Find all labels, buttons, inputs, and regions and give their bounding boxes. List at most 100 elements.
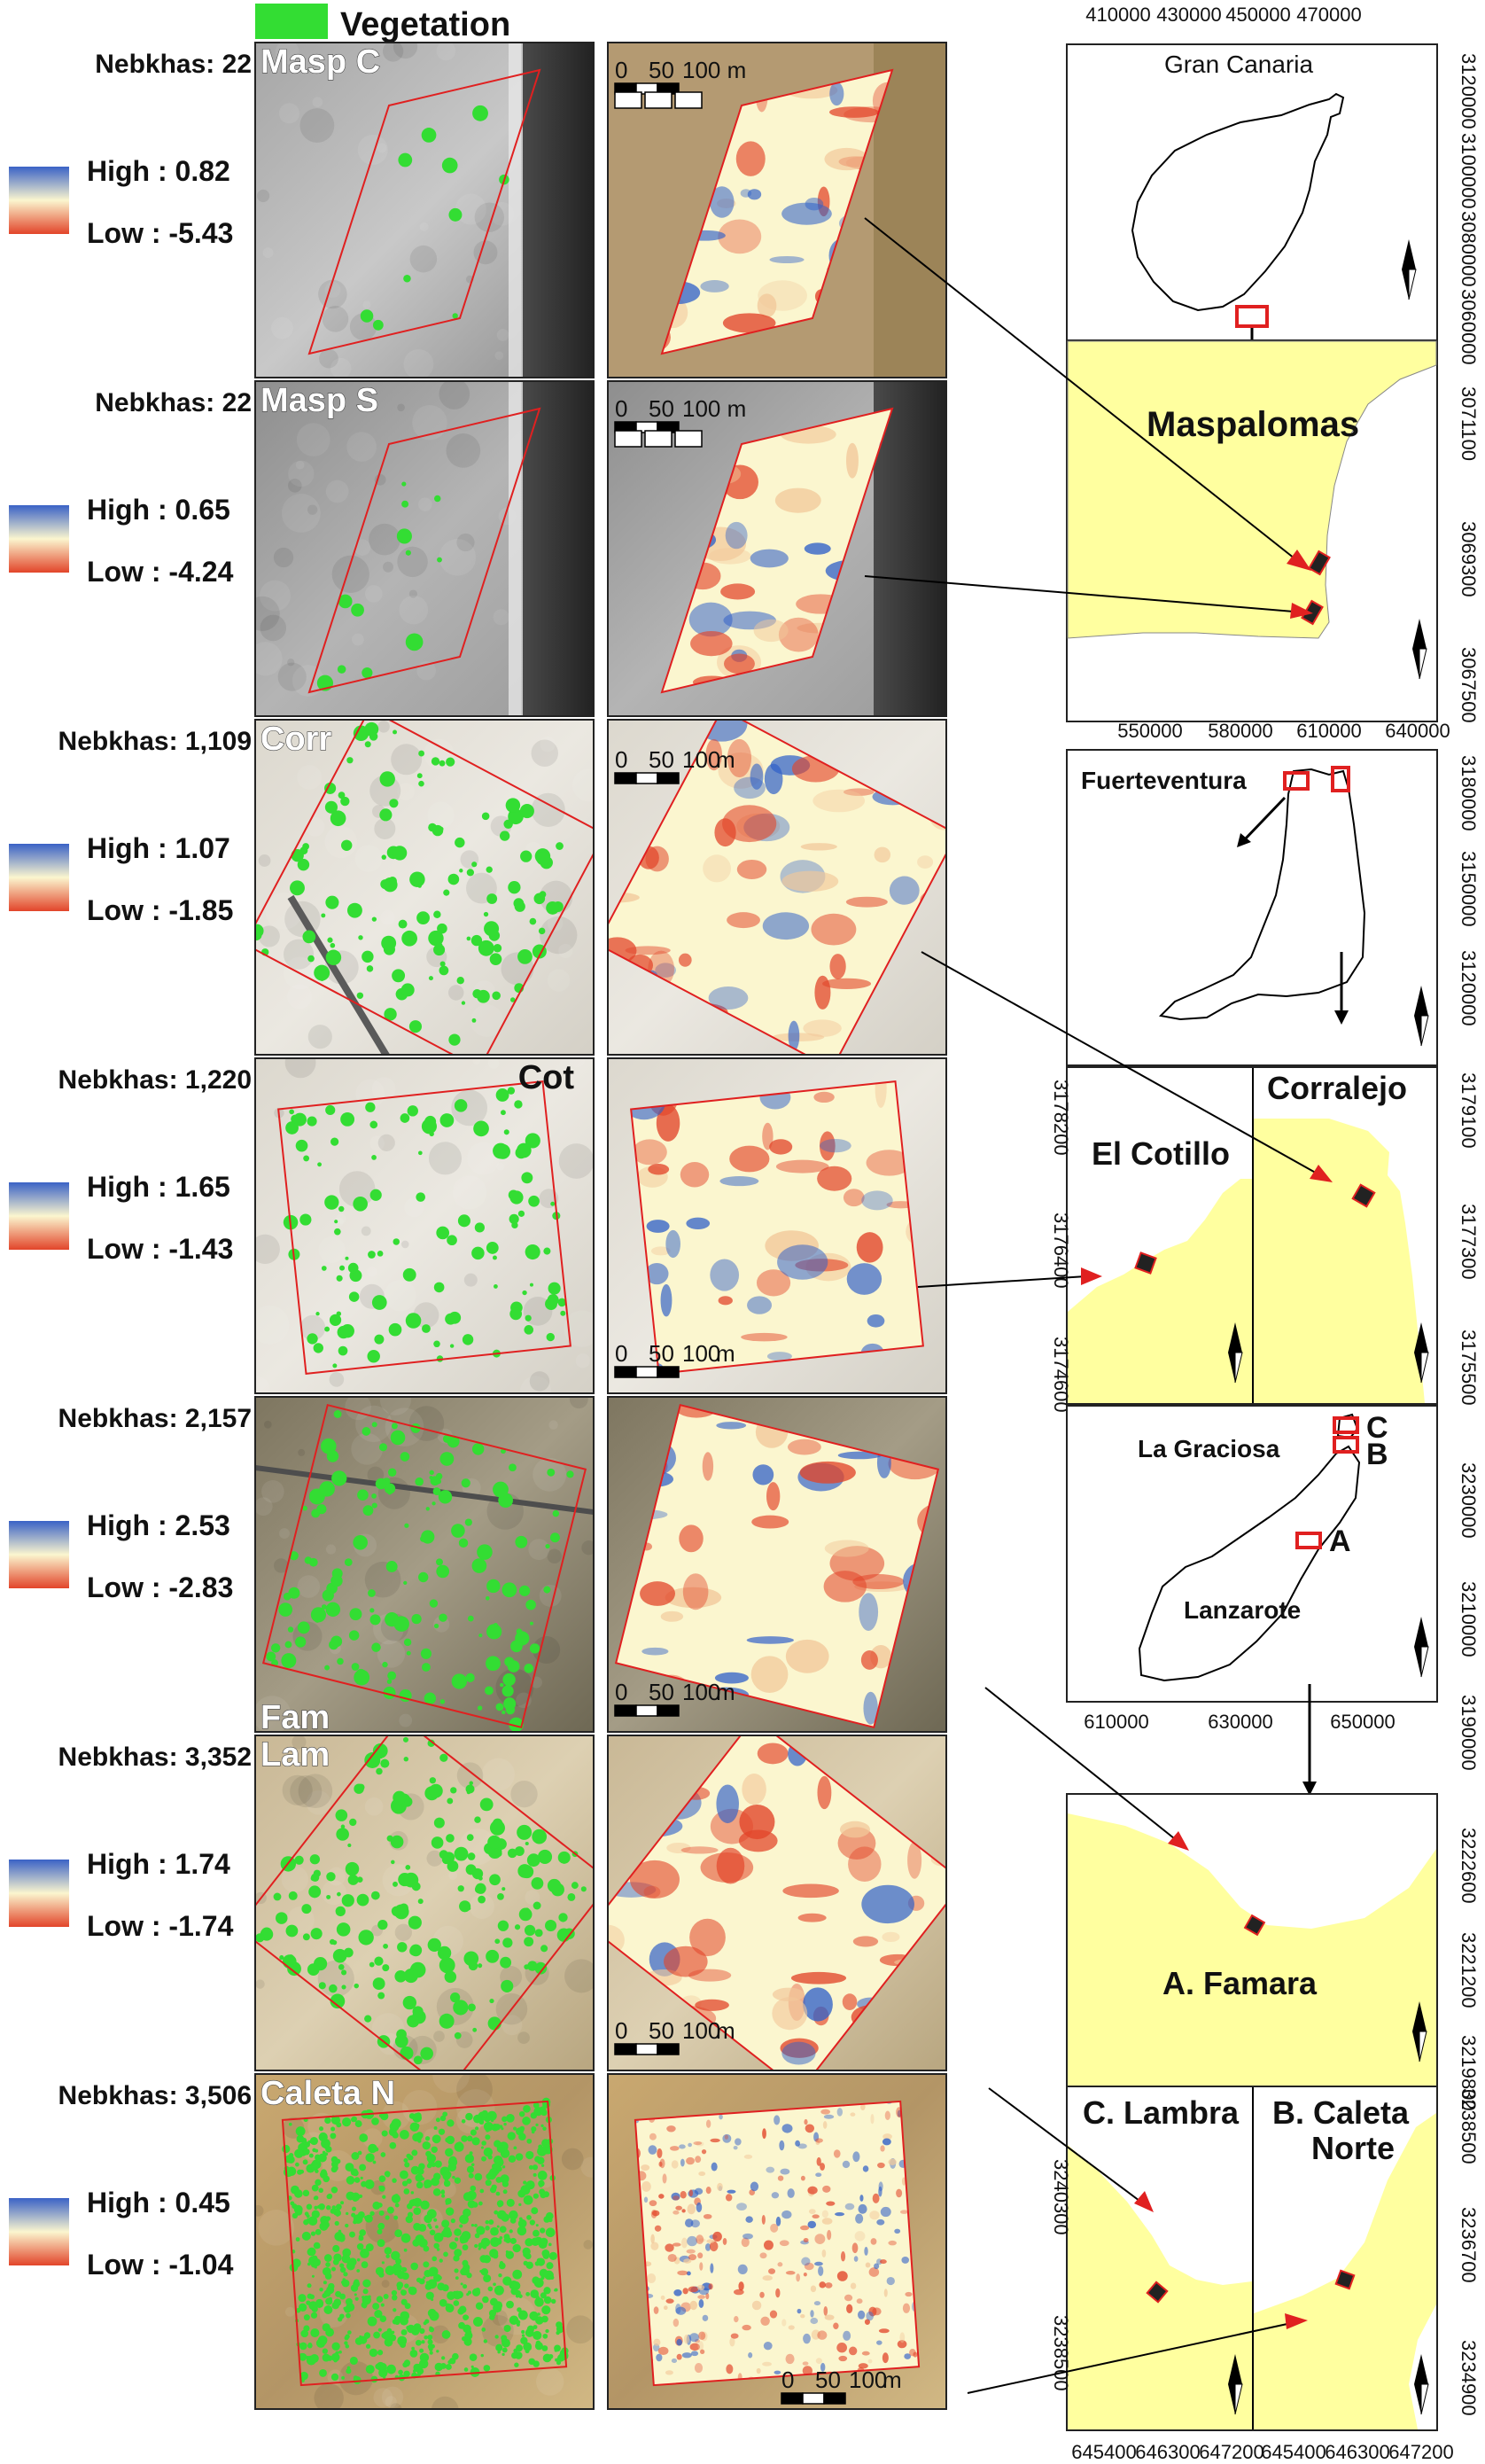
y-tick: 3120000 [1458,53,1480,129]
row-legend: Nebkhas: 3,506 High : 0.45 Low : -1.04 [9,2081,252,2281]
y-tick: 3060000 [1458,289,1480,365]
x-tick: 646300 [1135,2441,1200,2463]
map-lambra-caleta: C. Lambra B. Caleta Norte 3240300 323850… [1050,2086,1480,2463]
scale-label: 0 [615,1340,627,1367]
y-tick: 3179100 [1458,1072,1480,1149]
x-tick: 410000 [1085,4,1150,26]
x-tick: 630000 [1208,1711,1272,1733]
site-mark: C [1366,1411,1388,1445]
ramp-high-label: High : 1.65 [87,1171,230,1203]
x-tick: 647200 [1388,2441,1453,2463]
gran-canaria-outline [1131,92,1345,312]
x-tick: 450000 [1225,4,1290,26]
y-tick: 3174600 [1050,1337,1072,1413]
y-tick: 3069300 [1458,521,1480,597]
north-arrow-icon [1414,1322,1429,1384]
y-tick: 3120000 [1458,950,1480,1026]
y-tick: 3236700 [1458,2207,1480,2283]
color-ramp [9,2198,69,2265]
x-tick: 550000 [1117,720,1182,742]
scale-label: 100 [849,2367,887,2393]
y-tick: 3222600 [1458,1828,1480,1904]
scale-label: 100 m [682,395,746,422]
island-label: La Graciosa [1138,1435,1280,1462]
scale-label: 0 [781,2367,794,2393]
scale-label: m [716,1340,735,1367]
nebkha-count: Nebkhas: 1,109 [58,727,252,756]
elevation-change-panel: 0 50 100 m [607,380,947,717]
north-arrow-icon [1412,2001,1427,2062]
y-tick: 3221200 [1458,1932,1480,2008]
ramp-low-label: Low : -1.43 [87,1233,233,1265]
ramp-low-label: Low : -1.74 [87,1910,234,1942]
map-gran-canaria: 410000 430000 450000 470000 Gran Canaria… [1066,4,1480,367]
site-label: Masp S [260,382,378,419]
scale-label: 50 [649,395,674,422]
map-title: A. Famara [1162,1965,1318,2001]
location-maps-column: 410000 430000 450000 470000 Gran Canaria… [1050,4,1480,2463]
map-title: Lanzarote [1184,1596,1301,1624]
row-legend: Nebkhas: 22 High : 0.82 Low : -5.43 [9,50,252,249]
map-title: El Cotillo [1092,1135,1230,1172]
x-tick: 647200 [1199,2441,1263,2463]
map-title: Maspalomas [1147,405,1359,444]
map-maspalomas: Maspalomas 3071100 3069300 3067500 [1066,339,1480,723]
y-tick: 3071100 [1458,386,1480,461]
map-lanzarote: La Graciosa Lanzarote C B A 3230000 3210… [1066,1405,1480,1796]
vegetation-panel: Corr [254,719,595,1056]
x-tick: 610000 [1084,1711,1148,1733]
site-mark: A [1329,1524,1351,1558]
x-tick: 470000 [1296,4,1361,26]
scale-label: 100 m [682,57,746,83]
north-arrow-icon [1414,1617,1429,1678]
site-label: Cot [518,1059,575,1096]
color-ramp [9,505,69,573]
vegetation-swatch [255,4,328,39]
scale-bar: 0 50 100 m [614,395,746,448]
color-ramp [9,1182,69,1250]
ramp-high-label: High : 1.74 [87,1848,230,1880]
nebkha-count: Nebkhas: 22 [95,50,252,79]
ramp-low-label: Low : -2.83 [87,1571,233,1603]
map-famara: A. Famara 3222600 3221200 3219800 [1066,1793,1480,2111]
ramp-high-label: High : 1.07 [87,832,230,864]
north-arrow-icon [1228,2354,1243,2415]
x-tick: 610000 [1296,720,1361,742]
ramp-low-label: Low : -5.43 [87,217,233,249]
fuerteventura-outline [1158,768,1366,1021]
leader-lines [864,217,1321,2394]
north-arrow-icon [1412,619,1427,680]
nebkha-count: Nebkhas: 2,157 [58,1404,252,1433]
site-label: Caleta N [260,2075,395,2112]
scale-label: 0 [615,746,627,773]
vegetation-panel: Fam [254,1396,595,1737]
y-tick: 3219800 [1458,2035,1480,2111]
scale-label: 50 [649,57,674,83]
elevation-change-panel: 0 50 100 m [607,42,947,378]
scale-label: 50 [649,2017,674,2044]
map-title: Gran Canaria [1164,51,1314,78]
map-title: Fuerteventura [1081,767,1247,794]
map-fuerteventura: 550000 580000 610000 640000 Fuerteventur… [1066,720,1480,1066]
color-ramp [9,1521,69,1588]
row-legend: Nebkhas: 1,220 High : 1.65 Low : -1.43 [9,1065,252,1265]
y-tick: 3180000 [1458,755,1480,831]
y-tick: 3175500 [1458,1329,1480,1406]
vegetation-panel: Cot [254,1057,595,1394]
x-tick: 650000 [1330,1711,1395,1733]
scale-label: m [882,2367,902,2393]
nebkha-count: Nebkhas: 3,506 [58,2081,252,2110]
scale-label: 100 [682,1679,720,1705]
vegetation-panel: Masp C [254,42,595,378]
y-tick: 3176400 [1050,1213,1072,1289]
y-tick: 3080000 [1458,211,1480,287]
ramp-high-label: High : 0.82 [87,155,230,187]
y-tick: 3067500 [1458,647,1480,723]
